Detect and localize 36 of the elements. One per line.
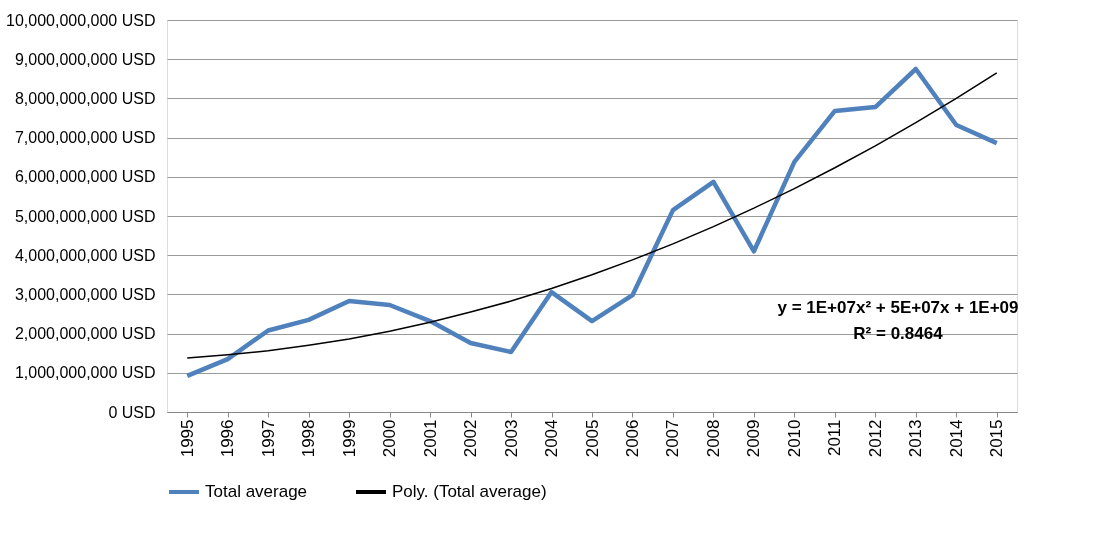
x-tick-label: 2008 [703, 419, 723, 458]
y-tick-label: 7,000,000,000 USD [14, 129, 156, 147]
x-tick-label: 2010 [784, 419, 804, 458]
x-tick-label: 2013 [906, 419, 926, 458]
x-tick-label: 2001 [420, 419, 440, 458]
legend-label: Total average [205, 482, 308, 501]
x-tick-label: 2011 [825, 419, 845, 457]
x-tick-label: 2006 [622, 419, 642, 458]
x-tick-label: 2002 [461, 419, 481, 458]
x-tick-label: 1995 [177, 419, 197, 458]
x-tick-label: 2015 [987, 419, 1007, 458]
annotation: R² = 0.8464 [853, 324, 944, 344]
x-tick-label: 1998 [299, 419, 319, 458]
annotation: y = 1E+07x² + 5E+07x + 1E+09 [777, 298, 1019, 318]
x-tick-label: 2012 [865, 419, 885, 458]
y-tick-label: 4,000,000,000 USD [14, 246, 156, 264]
x-tick-label: 1999 [339, 419, 359, 458]
y-tick-label: 10,000,000,000 USD [6, 11, 156, 29]
y-tick-label: 0 USD [108, 403, 156, 421]
y-tick-label: 3,000,000,000 USD [14, 285, 156, 303]
x-tick-label: 1996 [218, 419, 238, 458]
x-tick-label: 2004 [542, 419, 562, 458]
y-tick-label: 1,000,000,000 USD [14, 364, 156, 382]
y-tick-label: 8,000,000,000 USD [14, 89, 156, 107]
x-tick-label: 2005 [582, 419, 602, 458]
x-tick-label: 2014 [946, 419, 966, 458]
x-tick-label: 1997 [258, 419, 278, 458]
y-tick-label: 6,000,000,000 USD [14, 168, 156, 186]
legend-label: Poly. (Total average) [392, 482, 547, 501]
x-tick-label: 2009 [744, 419, 764, 458]
y-tick-label: 5,000,000,000 USD [14, 207, 156, 225]
y-tick-label: 9,000,000,000 USD [14, 50, 156, 68]
x-tick-label: 2003 [501, 419, 521, 458]
y-tick-label: 2,000,000,000 USD [14, 325, 156, 343]
x-tick-label: 2000 [380, 419, 400, 458]
x-tick-label: 2007 [663, 419, 683, 458]
